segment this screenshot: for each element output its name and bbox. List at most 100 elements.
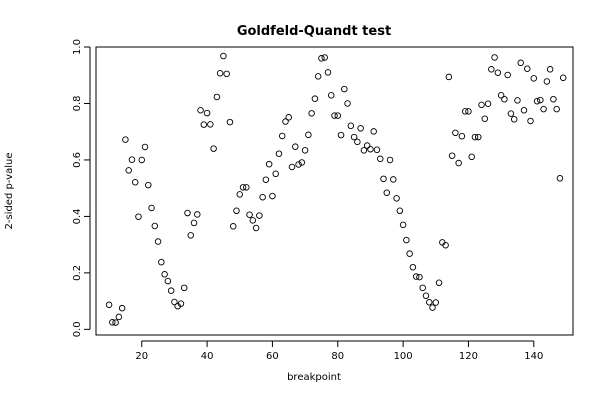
data-point (131, 178, 139, 186)
data-point (540, 105, 547, 113)
data-point (497, 92, 505, 99)
data-point (125, 167, 132, 174)
y-axis-label: 2-sided p-value (4, 153, 15, 230)
data-point (435, 279, 443, 287)
data-point (122, 136, 129, 143)
data-point (360, 147, 368, 154)
data-point (559, 74, 567, 82)
data-point (275, 150, 283, 157)
data-point (432, 299, 440, 306)
data-point (504, 71, 511, 79)
data-point (278, 132, 286, 140)
data-point (236, 191, 244, 198)
x-tick-label: 80 (331, 351, 344, 362)
data-point (305, 131, 312, 139)
y-axis: 0.0 0.2 0.4 0.6 0.8 1.0 (72, 39, 91, 337)
data-point (151, 222, 159, 230)
data-point (118, 304, 126, 312)
data-point (553, 105, 560, 113)
data-point (223, 70, 230, 78)
data-point (177, 300, 185, 307)
data-point (517, 59, 524, 67)
data-point (488, 66, 495, 73)
data-point (246, 211, 253, 218)
data-point (200, 121, 208, 128)
x-tick-label: 100 (394, 351, 413, 362)
data-point (367, 145, 374, 153)
data-point (180, 284, 188, 292)
data-point (422, 292, 430, 300)
data-point (334, 112, 342, 119)
data-point (471, 133, 479, 141)
data-point (262, 176, 270, 183)
data-point (520, 106, 528, 114)
data-point (458, 132, 466, 140)
data-point (243, 184, 250, 191)
data-point (419, 284, 426, 292)
data-point (510, 116, 518, 123)
data-point (324, 69, 332, 76)
data-point (318, 55, 325, 62)
data-point (380, 175, 387, 183)
x-tick-label: 140 (524, 351, 543, 362)
data-point (546, 66, 554, 73)
chart-title: Goldfeld-Quandt test (237, 24, 391, 39)
data-point (344, 100, 351, 107)
data-point (376, 155, 384, 163)
data-point (229, 223, 237, 230)
y-tick-label: 0.0 (72, 321, 83, 337)
data-point (524, 65, 531, 72)
data-points (105, 52, 567, 326)
data-point (406, 250, 413, 257)
data-point (298, 159, 306, 166)
data-point (386, 156, 394, 164)
data-point (207, 121, 214, 128)
data-point (465, 108, 472, 115)
data-point (455, 159, 462, 167)
data-point (331, 112, 338, 119)
data-point (167, 287, 175, 294)
data-point (491, 54, 498, 61)
data-point (184, 209, 191, 217)
data-point (249, 217, 257, 224)
data-point (390, 176, 397, 183)
data-point (475, 133, 482, 141)
data-point (337, 131, 345, 139)
data-point (409, 263, 417, 271)
data-point (484, 100, 492, 108)
data-point (429, 304, 436, 311)
data-point (527, 117, 534, 125)
data-point (383, 189, 391, 196)
data-point (461, 108, 469, 115)
data-point (259, 193, 266, 201)
data-point (187, 232, 194, 239)
data-point (252, 224, 260, 232)
data-point (425, 298, 433, 306)
data-point (216, 70, 224, 77)
data-point (292, 143, 299, 150)
data-point (190, 219, 198, 227)
data-point (112, 319, 119, 326)
data-point (314, 73, 322, 80)
data-point (507, 110, 515, 117)
data-point (311, 95, 319, 102)
data-point (363, 142, 371, 149)
data-point (115, 313, 123, 321)
data-point (265, 160, 273, 168)
data-point (396, 207, 404, 215)
data-point (416, 273, 423, 281)
data-point (412, 273, 420, 280)
data-point (285, 114, 293, 121)
data-point (301, 147, 309, 154)
data-point (220, 52, 227, 60)
data-point (481, 115, 489, 122)
data-point (239, 184, 247, 191)
data-point (308, 110, 315, 117)
data-point (452, 129, 459, 137)
data-point (341, 85, 348, 93)
data-point (161, 271, 168, 278)
data-point (164, 277, 172, 285)
data-point (226, 118, 234, 126)
data-point (158, 258, 165, 266)
